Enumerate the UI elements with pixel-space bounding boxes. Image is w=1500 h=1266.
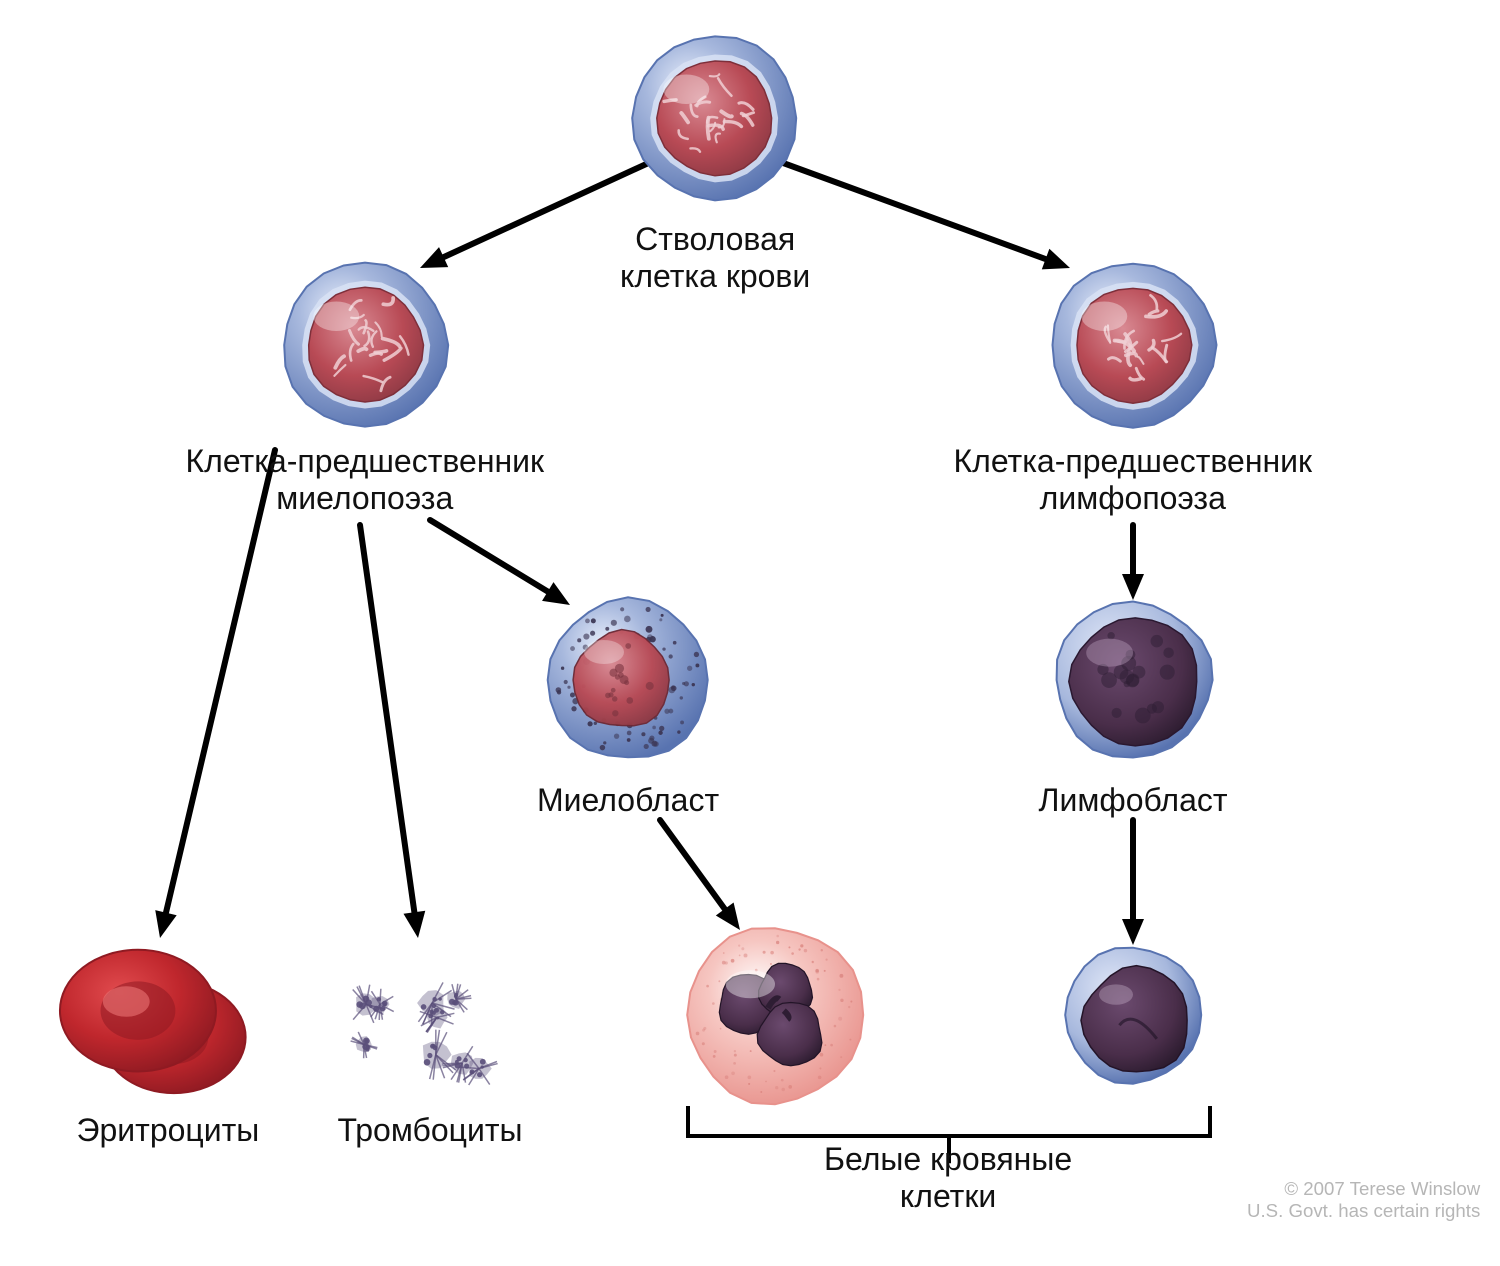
label-rbc: Эритроциты: [77, 1112, 260, 1149]
arrows-layer: [0, 0, 1500, 1266]
label-white-blood-cells: Белые кровяные клетки: [824, 1141, 1072, 1215]
label-lymphoblast: Лимфобласт: [1039, 782, 1228, 819]
diagram-stage: Стволовая клетка крови Клетка-предшествен…: [0, 0, 1500, 1266]
label-lymphoid: Клетка-предшественник лимфопоэза: [954, 443, 1313, 517]
copyright-text: © 2007 Terese Winslow U.S. Govt. has cer…: [1247, 1178, 1480, 1223]
label-platelets: Тромбоциты: [338, 1112, 523, 1149]
label-myeloblast: Миелобласт: [537, 782, 719, 819]
label-myeloid: Клетка-предшественник миелопоэза: [186, 443, 545, 517]
cells-layer: [0, 0, 1500, 1266]
label-stem: Стволовая клетка крови: [620, 221, 810, 295]
